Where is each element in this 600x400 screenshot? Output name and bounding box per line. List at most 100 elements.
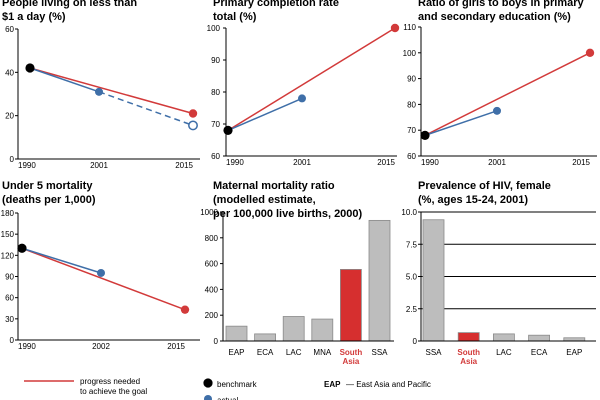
x-tick-label: 1990 <box>18 342 36 351</box>
y-tick-label: 70 <box>407 126 416 135</box>
legend-actual-label: actual <box>217 396 239 400</box>
goal-point <box>390 23 400 33</box>
actual-line <box>227 97 303 132</box>
x-tick-label: 2001 <box>90 161 108 170</box>
x-category-label: SSA <box>371 348 388 357</box>
goal-point <box>585 48 595 57</box>
y-tick-label: 2.5 <box>406 305 418 314</box>
x-tick-label: 2001 <box>488 158 506 167</box>
y-tick-label: 1000 <box>200 208 218 217</box>
actual-point <box>298 94 306 103</box>
legend-progress-label: progress needed <box>80 377 140 386</box>
panel-hiv: Prevalence of HIV, female (%, ages 15-24,… <box>401 180 596 366</box>
projection-line <box>98 91 194 127</box>
chart-title: Prevalence of HIV, female <box>418 180 551 192</box>
y-tick-label: 120 <box>1 251 15 260</box>
y-tick-label: 200 <box>205 311 219 320</box>
chart-title: (%, ages 15-24, 2001) <box>418 194 528 206</box>
chart-title: Maternal mortality ratio <box>213 180 335 192</box>
panel-poverty: People living on less than $1 a day (%) 0 2… <box>2 0 200 170</box>
x-category-label: EAP <box>566 348 582 357</box>
chart-title: (modelled estimate, <box>213 194 316 206</box>
chart-title: Under 5 mortality <box>2 180 93 192</box>
y-tick-label: 100 <box>403 49 417 58</box>
y-tick-label: 150 <box>1 230 15 239</box>
actual-line <box>29 67 100 93</box>
y-tick-label: 90 <box>211 56 220 65</box>
y-tick-label: 0 <box>413 337 418 346</box>
progress-line <box>21 247 186 311</box>
bar <box>457 332 480 342</box>
panel-girls: Ratio of girls to boys in primary and sec… <box>403 0 597 167</box>
bar <box>225 325 248 342</box>
legend-benchmark-swatch <box>203 378 213 388</box>
panel-mmr: Maternal mortality ratio (modelled estima… <box>200 180 394 366</box>
x-tick-label: 1990 <box>226 158 244 167</box>
x-tick-label: 2015 <box>572 158 590 167</box>
chart-title: and secondary education (%) <box>418 11 571 23</box>
y-tick-label: 90 <box>5 273 14 282</box>
x-category-label: EAP <box>228 348 244 357</box>
legend-progress-label: to achieve the goal <box>80 387 147 396</box>
bar <box>254 333 277 342</box>
y-tick-label: 5.0 <box>406 273 418 282</box>
x-tick-label: 2015 <box>167 342 185 351</box>
legend-abbrev-text: — East Asia and Pacific <box>346 380 431 389</box>
progress-line <box>227 27 396 132</box>
panel-u5: Under 5 mortality (deaths per 1,000) 0 30 60… <box>1 180 200 351</box>
benchmark-point <box>25 63 35 73</box>
x-category-label: LAC <box>286 348 302 357</box>
y-tick-label: 0 <box>214 337 219 346</box>
y-tick-label: 40 <box>5 68 14 77</box>
y-tick-label: 60 <box>407 152 416 161</box>
bar <box>528 334 550 342</box>
x-tick-label: 2015 <box>175 161 193 170</box>
bar <box>368 219 391 342</box>
bar <box>311 318 334 342</box>
goal-point <box>180 305 190 314</box>
y-tick-label: 80 <box>407 100 416 109</box>
y-tick-label: 0 <box>10 155 15 164</box>
chart-title: $1 a day (%) <box>2 11 66 23</box>
x-category-label: South <box>340 348 363 357</box>
y-tick-label: 180 <box>1 209 15 218</box>
x-category-label: Asia <box>460 357 477 366</box>
actual-point <box>493 106 501 115</box>
y-tick-label: 20 <box>5 112 14 121</box>
legend-benchmark-label: benchmark <box>217 380 258 389</box>
x-category-label: ECA <box>531 348 548 357</box>
y-tick-label: 30 <box>5 315 14 324</box>
x-tick-label: 2002 <box>92 342 110 351</box>
benchmark-point <box>223 125 233 135</box>
chart-title: Primary completion rate <box>213 0 339 9</box>
x-tick-label: 1990 <box>18 161 36 170</box>
bar <box>492 333 515 342</box>
chart-title: total (%) <box>213 11 257 23</box>
y-tick-label: 90 <box>407 75 416 84</box>
y-tick-label: 80 <box>211 88 220 97</box>
bar <box>422 219 445 342</box>
y-tick-label: 110 <box>403 23 416 32</box>
x-category-label: Asia <box>342 357 359 366</box>
y-tick-label: 60 <box>5 25 14 34</box>
y-tick-label: 10.0 <box>401 208 417 217</box>
y-tick-label: 60 <box>5 294 14 303</box>
legend-abbrev-key: EAP <box>324 380 341 389</box>
y-tick-label: 400 <box>205 285 219 294</box>
progress-line <box>29 67 194 115</box>
projection-point <box>188 120 198 131</box>
chart-title: per 100,000 live births, 2000) <box>213 208 363 220</box>
panel-primary: Primary completion rate total (%) 60 70 80 90… <box>207 0 400 167</box>
actual-point <box>97 268 105 277</box>
progress-line <box>424 52 591 137</box>
y-tick-label: 70 <box>211 120 220 129</box>
y-tick-label: 7.5 <box>406 240 418 249</box>
actual-line <box>21 247 102 274</box>
legend-actual-swatch <box>204 395 212 400</box>
y-tick-label: 100 <box>207 24 221 33</box>
x-tick-label: 2015 <box>377 158 395 167</box>
x-category-label: SSA <box>425 348 442 357</box>
goal-point <box>188 109 198 118</box>
y-tick-label: 800 <box>205 234 219 243</box>
